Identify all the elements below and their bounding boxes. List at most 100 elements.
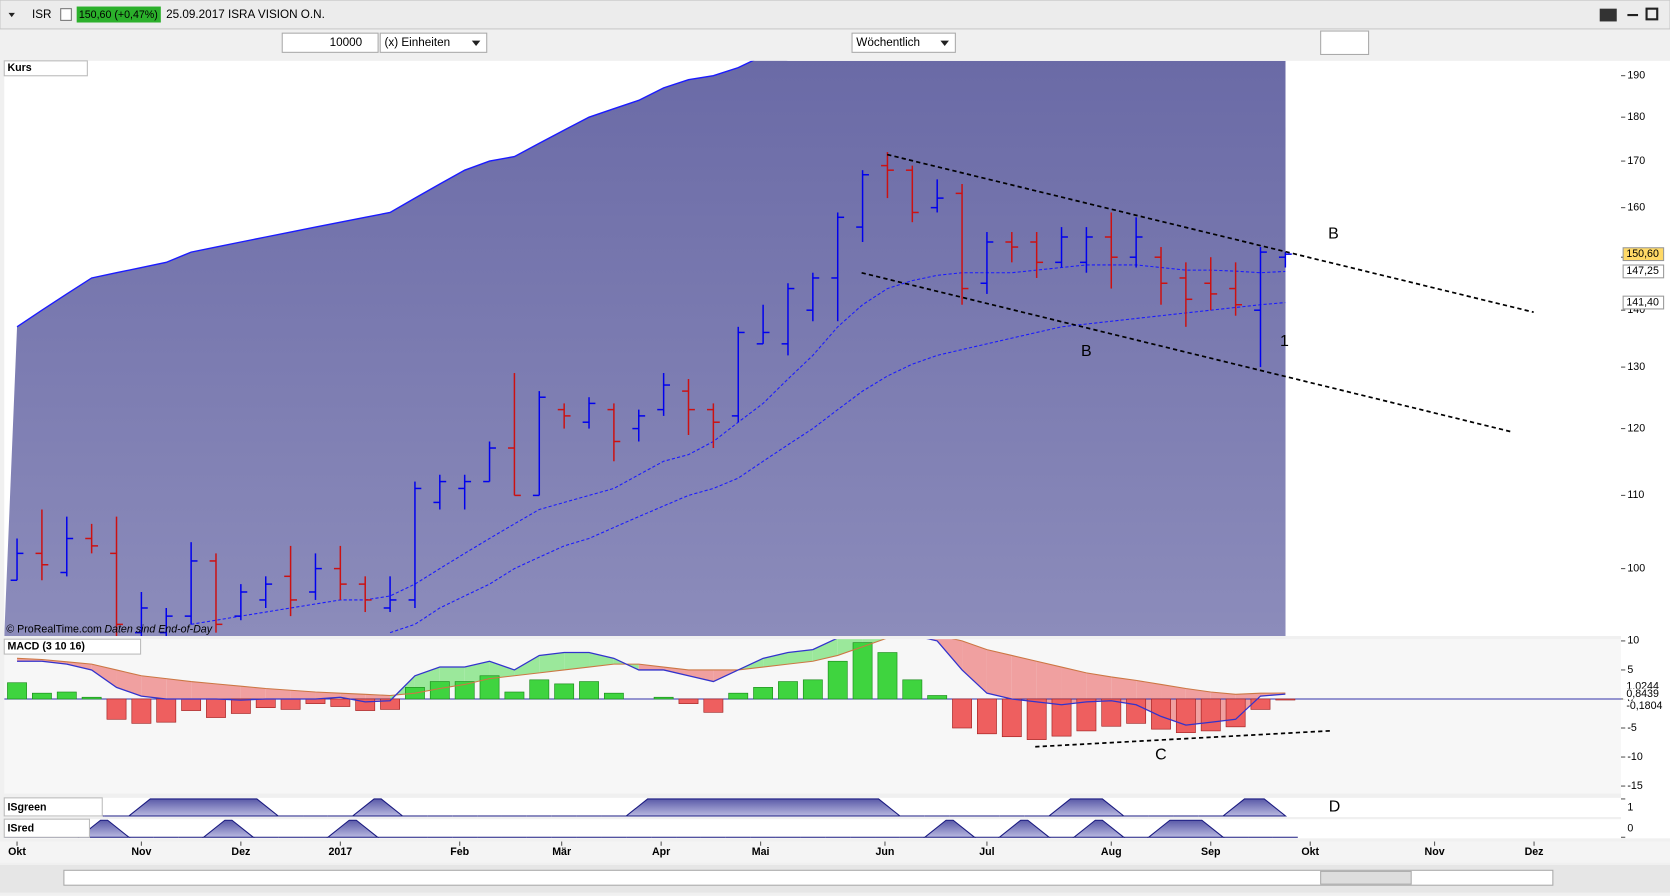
signal-shape	[923, 819, 977, 838]
y-tick-label: 180	[1627, 111, 1645, 123]
histogram-bar	[131, 698, 152, 724]
macd-fill	[812, 639, 838, 662]
y-tick-label: 130	[1627, 361, 1645, 373]
panel-title: MACD (3 10 16)	[7, 640, 85, 652]
x-tick-label: Apr	[652, 846, 670, 858]
histogram-bar	[927, 695, 948, 700]
trend-lines	[861, 153, 1534, 748]
quantity: 10000	[330, 36, 363, 49]
units-select[interactable]	[379, 32, 488, 53]
dropdown-arrow	[471, 40, 481, 46]
histogram-bar	[778, 681, 798, 700]
y-tick-label: 170	[1627, 155, 1645, 167]
macd-fill	[1111, 676, 1137, 705]
histogram-bar	[852, 642, 873, 700]
period-select[interactable]	[851, 32, 956, 53]
panel-label-box	[3, 818, 90, 838]
y-tick-label: 10	[1627, 635, 1639, 647]
band-area	[4, 60, 1286, 636]
histogram-bar	[7, 682, 27, 700]
y-tick-label: 5	[1627, 664, 1633, 676]
panel-label-box	[3, 638, 142, 655]
x-tick-label: Feb	[450, 846, 469, 858]
histogram-bar	[1175, 698, 1196, 733]
footer-note: Daten sind End-of-Day	[104, 623, 212, 635]
chart-type-button[interactable]	[1320, 30, 1370, 55]
trend-line-upper	[886, 153, 1534, 314]
value-tag-label: 0,8439	[1626, 688, 1659, 700]
x-tick-label: Mär	[552, 846, 571, 858]
histogram-bar	[355, 698, 376, 711]
quantity-input[interactable]	[281, 32, 379, 53]
maximize[interactable]	[1645, 7, 1659, 21]
histogram-bar	[653, 696, 674, 700]
histogram-bar	[156, 698, 177, 723]
signal-shape	[77, 819, 131, 838]
macd-fill	[489, 661, 515, 679]
macd-fill	[166, 678, 192, 699]
signal-shape	[1147, 819, 1225, 838]
x-tick-label: Mai	[752, 846, 770, 858]
histogram-bar	[479, 675, 500, 700]
x-tick-label: 2017	[329, 846, 353, 858]
histogram-bar	[1250, 698, 1271, 710]
macd-fill	[787, 649, 813, 665]
histogram-bar	[952, 698, 972, 729]
histogram-bar	[877, 652, 898, 700]
quote: 150,60 (+0,47%)	[79, 9, 158, 21]
period: Wöchentlich	[856, 36, 920, 49]
menu-arrow[interactable]	[8, 12, 15, 18]
histogram-bar	[827, 660, 848, 700]
histogram-bar	[1026, 698, 1047, 740]
histogram-bar	[32, 692, 52, 700]
annotation: D	[1329, 799, 1341, 816]
macd-fill	[589, 652, 614, 668]
y-tick-label: 100	[1627, 562, 1645, 574]
histogram-bar	[380, 698, 400, 710]
trend-line-macd	[1035, 729, 1332, 748]
histogram-bar	[330, 698, 351, 707]
info-icon[interactable]	[60, 8, 72, 21]
histogram-bar	[1001, 698, 1022, 738]
dropdown-arrow	[940, 40, 949, 46]
y-tick-label: 110	[1627, 489, 1644, 501]
plots: 100110120130140150160170180190150,60147,…	[4, 60, 1666, 858]
scroll-thumb[interactable]	[1320, 870, 1412, 885]
panel-label-box	[3, 60, 88, 77]
price-tag-label: 141,40	[1626, 296, 1659, 308]
minimize[interactable]	[1627, 13, 1639, 17]
price-tag	[1622, 247, 1665, 262]
x-tick-label: Okt	[8, 846, 26, 858]
signal-shape	[351, 798, 405, 817]
macd-fill	[663, 667, 689, 676]
macd-fill	[191, 681, 216, 699]
histogram-bar	[1126, 698, 1147, 724]
histogram-bar	[579, 681, 599, 700]
histogram-bar	[603, 692, 624, 700]
y-tick-label: -10	[1627, 751, 1642, 763]
band-upper-line	[16, 60, 754, 328]
keyboard-icon[interactable]	[1599, 8, 1617, 22]
annotation: B	[1328, 226, 1339, 243]
macd-fill	[1061, 667, 1087, 705]
histogram-bar	[529, 679, 550, 700]
annotation: 1	[1280, 333, 1289, 350]
histogram-bar	[1076, 698, 1097, 732]
signal-shape	[326, 819, 380, 838]
y-tick-label: -15	[1627, 780, 1642, 792]
histogram-bar	[728, 692, 749, 700]
macd-fill	[1036, 661, 1062, 705]
macd-fill	[265, 688, 291, 699]
histogram-bar	[554, 683, 575, 700]
macd-fill	[1086, 672, 1112, 702]
price-tag-label: 150,60	[1626, 248, 1659, 260]
signal-shape	[1047, 798, 1126, 817]
annotation: C	[1155, 746, 1167, 763]
units: (x) Einheiten	[384, 36, 450, 49]
histogram-bar	[802, 679, 823, 700]
scroll-track[interactable]	[63, 869, 1554, 886]
signal-shape	[997, 819, 1051, 838]
histogram-bar	[753, 687, 774, 700]
